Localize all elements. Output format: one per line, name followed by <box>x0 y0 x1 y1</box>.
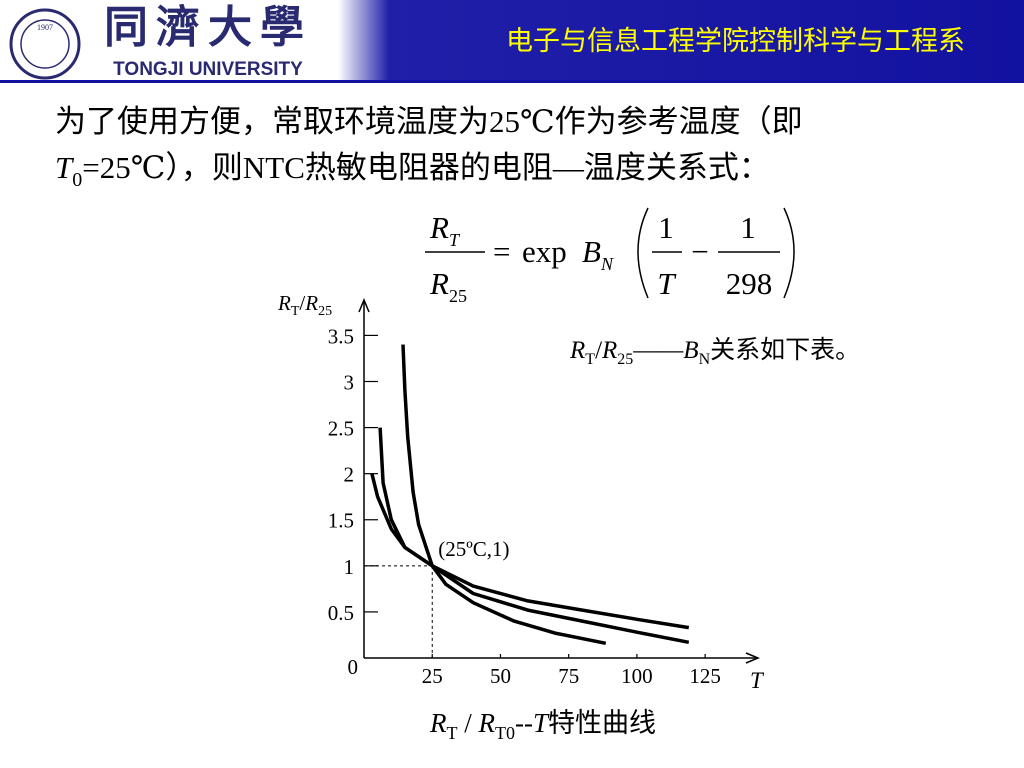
sub: T <box>291 304 300 319</box>
sub: T <box>449 230 461 250</box>
x-tick-label: 25 <box>422 664 443 688</box>
sub: N <box>600 254 614 274</box>
text: / <box>595 337 602 364</box>
text: =25℃），则NTC热敏电阻器的电阻—温度关系式： <box>82 150 770 185</box>
x-arrow <box>745 652 760 664</box>
text: 特性曲线 <box>548 708 656 738</box>
minus: − <box>691 234 708 269</box>
eq: = <box>493 234 510 269</box>
y-tick-label: 1 <box>344 555 355 579</box>
var: R <box>569 337 585 364</box>
plot: 0 0.5 1 1.5 2 2.5 3 3.5 25 50 75 100 125 (25ºC,1) <box>328 298 760 688</box>
b: BN <box>582 234 614 274</box>
var: B <box>683 337 698 364</box>
curve <box>378 427 690 645</box>
sub: T <box>447 723 458 743</box>
var: B <box>582 234 601 269</box>
sub: T0 <box>495 723 515 743</box>
var: T <box>533 708 550 738</box>
var: R <box>429 266 449 301</box>
y-tick-label: 2 <box>344 463 355 487</box>
y-tick-label: 2.5 <box>328 417 354 441</box>
logo-inner <box>20 19 70 69</box>
logo-name: 同濟大學 <box>104 3 312 52</box>
text: —— <box>632 337 684 364</box>
curve <box>401 344 607 646</box>
header-title: 电子与信息工程学院控制科学与工程系 <box>506 26 965 56</box>
logo-ring <box>9 8 81 80</box>
paren-left <box>637 207 649 299</box>
text: -- <box>515 708 533 738</box>
note: RT/R25——BN关系如下表。 <box>569 336 860 368</box>
logo-english: TONGJI UNIVERSITY <box>113 59 303 80</box>
f1-den: T <box>657 266 677 301</box>
var: R <box>429 708 447 738</box>
var: R <box>478 708 496 738</box>
x-tick-label: 100 <box>621 664 653 688</box>
var: R <box>277 291 291 315</box>
f1-num: 1 <box>658 210 674 245</box>
y-arrow <box>358 298 370 313</box>
text: / <box>299 291 305 315</box>
y-tick-label: 3 <box>344 370 355 394</box>
x-axis-label: T <box>750 668 765 693</box>
sub: 0 <box>72 169 82 191</box>
sub: T <box>585 351 595 368</box>
logo-year: 1907 <box>37 23 53 32</box>
text: 关系如下表。 <box>710 336 860 364</box>
curve <box>370 473 690 630</box>
sub: 25 <box>617 351 633 368</box>
f2-den: 298 <box>726 266 773 301</box>
var: R <box>304 291 318 315</box>
header-rule <box>0 80 1024 83</box>
body-line-1: 为了使用方便，常取环境温度为25℃作为参考温度（即 <box>55 104 803 139</box>
frac-den: R25 <box>429 266 467 306</box>
var: R <box>429 210 449 245</box>
y-tick-label: 1.5 <box>328 509 354 533</box>
header-band <box>0 0 1024 80</box>
x-tick-label: 50 <box>490 664 511 688</box>
y-axis-label: RT/R25 <box>277 291 332 319</box>
frac-num: RT <box>429 210 461 250</box>
text: / <box>458 708 479 738</box>
caption: RT / RT0--T特性曲线 <box>429 708 656 743</box>
annotation: (25ºC,1) <box>438 537 509 561</box>
sub: 25 <box>318 304 332 319</box>
y-tick-label: 3.5 <box>328 324 354 348</box>
y-tick-label: 0 <box>348 655 359 679</box>
sub: 25 <box>449 286 467 306</box>
formula: RT R25 = exp BN 1 T − 1 298 <box>425 207 795 306</box>
exp: exp <box>522 234 567 269</box>
var: T <box>55 150 75 185</box>
y-tick-label: 0.5 <box>328 601 354 625</box>
x-tick-label: 75 <box>558 664 579 688</box>
body-line-2: T0=25℃），则NTC热敏电阻器的电阻—温度关系式： <box>55 150 770 191</box>
x-tick-label: 125 <box>689 664 721 688</box>
paren-right <box>783 207 795 299</box>
f2-num: 1 <box>740 210 756 245</box>
sub: N <box>699 351 711 368</box>
var: R <box>601 337 617 364</box>
